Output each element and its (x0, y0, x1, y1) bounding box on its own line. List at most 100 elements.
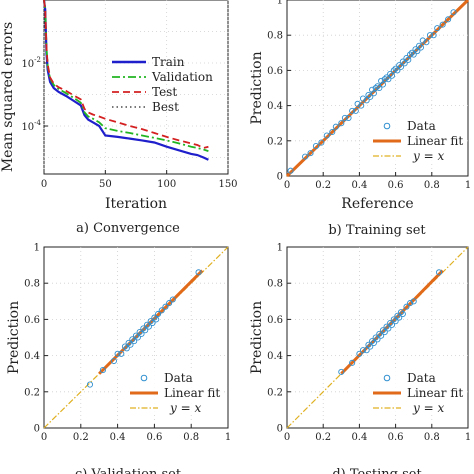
legend-swatch-data (383, 374, 391, 382)
data-point (332, 123, 339, 130)
data-point (390, 316, 397, 323)
legend-label-identity: y = x (412, 149, 444, 163)
data-point (430, 32, 437, 39)
data-point (374, 83, 381, 90)
x-tick-label: 0.6 (388, 180, 404, 191)
data-point (138, 330, 145, 337)
data-point (381, 329, 388, 336)
x-tick-label: 0.6 (146, 432, 162, 443)
x-axis-label: Reference (341, 196, 413, 212)
data-point (338, 120, 345, 127)
legend-label-fit: Linear fit (407, 386, 463, 400)
legend-swatch-data (140, 374, 148, 382)
data-point (383, 323, 390, 330)
y-tick-label: 0.8 (267, 31, 283, 42)
data-point (149, 319, 156, 327)
y-tick-label: 0.4 (24, 351, 40, 362)
data-point (439, 21, 446, 28)
y-tick-label: 0 (277, 424, 283, 435)
data-point (407, 51, 414, 58)
data-point (341, 114, 348, 121)
x-tick-label: 0 (284, 432, 290, 443)
y-tick-label: 0.8 (24, 279, 40, 290)
data-point (405, 56, 412, 63)
data-point (385, 325, 392, 332)
data-point (158, 307, 165, 314)
y-tick-label: 0.2 (267, 387, 283, 398)
y-tick-label: 0.2 (267, 136, 283, 147)
data-point (383, 74, 390, 81)
data-point (132, 332, 140, 339)
data-point (367, 93, 374, 100)
data-point (419, 37, 426, 44)
data-point (372, 334, 379, 341)
data-point (352, 107, 359, 114)
data-point (381, 76, 388, 83)
legend-label-data: Data (407, 119, 436, 133)
data-point (370, 90, 377, 97)
data-point (110, 357, 117, 365)
y-tick-base: 10 (21, 59, 34, 70)
data-point (408, 49, 415, 56)
panel-validation: 0 0.2 0.4 0.6 0.8 1 0 0.2 0.4 0.6 0.8 1 Prediction c)… (6, 243, 231, 474)
y-tick-label: 0.2 (24, 387, 40, 398)
data-point (312, 143, 320, 150)
y-tick-label: 0.6 (24, 315, 40, 326)
legend-box (124, 368, 224, 414)
data-point (123, 345, 130, 352)
data-point (354, 100, 361, 107)
linear-fit-line (285, 0, 470, 178)
data-point (417, 44, 424, 51)
legend-label-validation: Validation (151, 70, 213, 84)
x-tick-label: 0.2 (315, 180, 331, 191)
data-point (127, 341, 134, 348)
data-point (378, 77, 385, 85)
x-tick-label: 0.4 (351, 180, 367, 191)
legend-label-best: Best (152, 100, 179, 114)
data-point (323, 132, 330, 139)
data-point (414, 47, 421, 55)
data-point (121, 343, 129, 350)
x-tick-label: 100 (157, 179, 176, 190)
legend-label-test: Test (152, 85, 177, 99)
data-point (379, 81, 386, 88)
data-point (329, 128, 336, 136)
x-tick-label: 0.2 (73, 432, 89, 443)
data-point (412, 46, 419, 53)
data-point (379, 327, 386, 334)
legend-box (367, 368, 464, 414)
series-line-validation (43, 0, 209, 152)
data-point (387, 70, 394, 77)
x-tick-label: 0.8 (183, 432, 199, 443)
data-point (136, 329, 143, 336)
x-tick-label: 0.8 (424, 432, 440, 443)
legend-box (367, 116, 464, 162)
data-point (302, 153, 309, 160)
data-point (445, 16, 452, 23)
data-point (369, 86, 376, 93)
x-tick-label: 1 (465, 180, 471, 191)
data-point (396, 62, 403, 69)
data-point (367, 343, 374, 350)
data-point (169, 296, 176, 303)
y-tick-label: 1 (277, 243, 283, 254)
data-point (397, 309, 405, 316)
data-point (435, 269, 443, 276)
y-tick-label: 1 (34, 243, 40, 254)
data-point (147, 318, 154, 325)
data-point (374, 336, 381, 343)
data-point (349, 359, 356, 366)
data-point (151, 314, 158, 321)
data-point (356, 350, 363, 357)
panel-test: 0 0.2 0.4 0.6 0.8 1 0 0.2 0.4 0.6 0.8 1 Prediction d)… (249, 243, 471, 474)
y-tick-label: 0.6 (267, 315, 283, 326)
x-axis-label: Iteration (105, 196, 167, 212)
data-point (394, 67, 401, 74)
data-point (376, 84, 383, 92)
data-point (195, 269, 202, 276)
data-point (131, 338, 138, 345)
y-tick-label: 0.4 (267, 351, 283, 362)
legend-label-fit: Linear fit (164, 386, 220, 400)
